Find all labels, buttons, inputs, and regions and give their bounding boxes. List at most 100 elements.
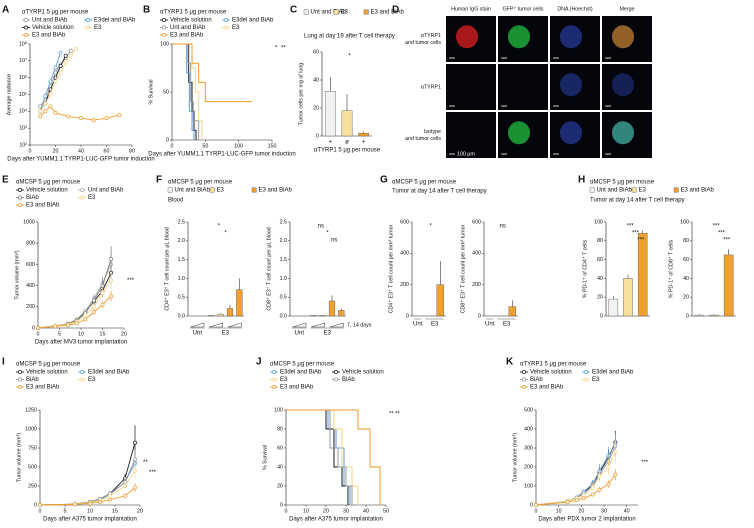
significance: *** bbox=[632, 231, 640, 237]
panel-label: B bbox=[143, 5, 150, 16]
stain bbox=[508, 25, 530, 49]
survival-curve bbox=[286, 409, 381, 505]
data-point bbox=[91, 310, 96, 315]
legend-label: Vehicle solution bbox=[26, 188, 68, 194]
panel-label: F bbox=[156, 175, 162, 186]
y-tick-label: 200 bbox=[400, 282, 409, 288]
x-tick-label: 50 bbox=[202, 143, 208, 149]
legend-label: E3 and BiAb bbox=[170, 33, 204, 39]
data-point bbox=[53, 65, 58, 70]
data-point bbox=[43, 109, 48, 114]
significance: *** bbox=[723, 238, 731, 244]
legend-label: E3 bbox=[280, 377, 288, 383]
legend-label: BiAb bbox=[26, 195, 39, 201]
bar bbox=[324, 90, 336, 137]
y-tick-label: 0 bbox=[686, 313, 689, 319]
y-tick-label: 2.5 bbox=[178, 219, 185, 225]
y-tick-label: 20 bbox=[277, 483, 283, 489]
data-point bbox=[590, 485, 595, 490]
y-tick-label: 400 bbox=[26, 283, 35, 289]
y-tick-label: 10² bbox=[19, 142, 27, 148]
x-axis-label: Days after A375 tumor implantation bbox=[289, 517, 383, 523]
legend-swatch bbox=[167, 187, 173, 193]
x-tick-label: 80 bbox=[129, 148, 135, 154]
data-point bbox=[613, 472, 618, 477]
x-tick-label: 20 bbox=[323, 508, 329, 514]
bar bbox=[723, 254, 734, 317]
y-axis-label: Tumor volume (mm³) bbox=[14, 250, 20, 299]
y-tick-label: 0 bbox=[316, 133, 319, 139]
y-tick-label: 200 bbox=[472, 282, 481, 288]
legend-label: E3del and BiAb bbox=[280, 370, 322, 376]
legend-swatch bbox=[303, 9, 309, 15]
significance: *** bbox=[713, 224, 721, 230]
bar bbox=[341, 110, 353, 137]
data-point bbox=[117, 113, 122, 118]
y-tick-label: 400 bbox=[524, 426, 533, 432]
legend-marker bbox=[24, 25, 28, 30]
bar bbox=[338, 310, 345, 317]
significance: * bbox=[326, 231, 329, 237]
panel-label: K bbox=[506, 357, 514, 368]
y-tick-label: 200 bbox=[524, 464, 533, 470]
panel-label: I bbox=[2, 357, 5, 368]
significance: * bbox=[275, 46, 278, 52]
data-point bbox=[98, 500, 102, 504]
y-tick-label: 0 bbox=[600, 313, 603, 319]
legend-marker bbox=[162, 25, 166, 30]
timepoints-label: 7, 14 days bbox=[347, 322, 372, 328]
data-point bbox=[100, 302, 105, 307]
bar bbox=[319, 315, 326, 317]
legend-marker bbox=[272, 385, 276, 389]
y-tick-label: 80 bbox=[277, 426, 283, 432]
legend-label: E3 bbox=[217, 188, 225, 194]
row-label: and tumor cells bbox=[405, 136, 441, 142]
bar bbox=[217, 313, 224, 317]
legend-marker bbox=[224, 25, 228, 30]
y-axis-label: CD8⁺ E3⁺ T cell count per mm² tumor bbox=[460, 224, 466, 313]
y-tick-label: 600 bbox=[400, 219, 409, 225]
data-point bbox=[534, 503, 538, 507]
y-axis-label: % Survival bbox=[262, 445, 268, 470]
y-tick-label: 1250 bbox=[25, 407, 37, 413]
legend-marker bbox=[584, 377, 588, 382]
timepoint-wedge bbox=[209, 322, 223, 328]
data-point bbox=[66, 114, 71, 119]
legend-marker bbox=[80, 370, 84, 374]
micrograph-cell bbox=[602, 64, 652, 110]
legend-label: E3 and BiAb bbox=[530, 385, 564, 391]
data-point bbox=[58, 63, 63, 68]
data-point bbox=[597, 474, 602, 479]
legend-label: Vehicle solution bbox=[342, 370, 384, 376]
significance: ** bbox=[281, 46, 286, 52]
y-tick-label: 100 bbox=[160, 41, 169, 47]
series-line bbox=[39, 462, 136, 506]
legend-label: E3 bbox=[592, 377, 600, 383]
x-tick-label: 50 bbox=[383, 508, 389, 514]
y-tick-label: 100 bbox=[594, 219, 603, 225]
y-tick-label: 100 bbox=[680, 219, 689, 225]
group-label: Unt bbox=[193, 331, 203, 337]
data-point bbox=[100, 291, 105, 295]
x-axis-label: Days after A375 tumor implantation bbox=[43, 517, 137, 523]
timepoint-wedge bbox=[329, 322, 344, 328]
subtitle: Tumor at day 14 after T cell therapy bbox=[590, 198, 685, 204]
bar bbox=[623, 278, 633, 317]
data-point bbox=[597, 487, 602, 492]
panel-label: C bbox=[290, 5, 297, 16]
y-tick-label: 600 bbox=[26, 262, 35, 268]
legend-marker bbox=[162, 18, 166, 22]
legend-label: E3 bbox=[94, 25, 102, 31]
y-tick-label: 400 bbox=[472, 251, 481, 257]
x-tick-label: 40 bbox=[78, 148, 84, 154]
legend-title: αMCSP 5 μg per mouse bbox=[270, 362, 335, 368]
legend-label: E3 and BiAb bbox=[26, 385, 60, 391]
legend-title: αMCSP 5 μg per mouse bbox=[392, 180, 457, 186]
column-label: GFP⁺ tumor cells bbox=[503, 6, 544, 12]
y-tick-label: 100 bbox=[524, 483, 533, 489]
y-tick-label: 800 bbox=[26, 241, 35, 247]
legend-title: αTYRP1 5 μg per mouse bbox=[520, 362, 587, 368]
legend-marker bbox=[86, 18, 90, 22]
data-point bbox=[38, 114, 43, 119]
